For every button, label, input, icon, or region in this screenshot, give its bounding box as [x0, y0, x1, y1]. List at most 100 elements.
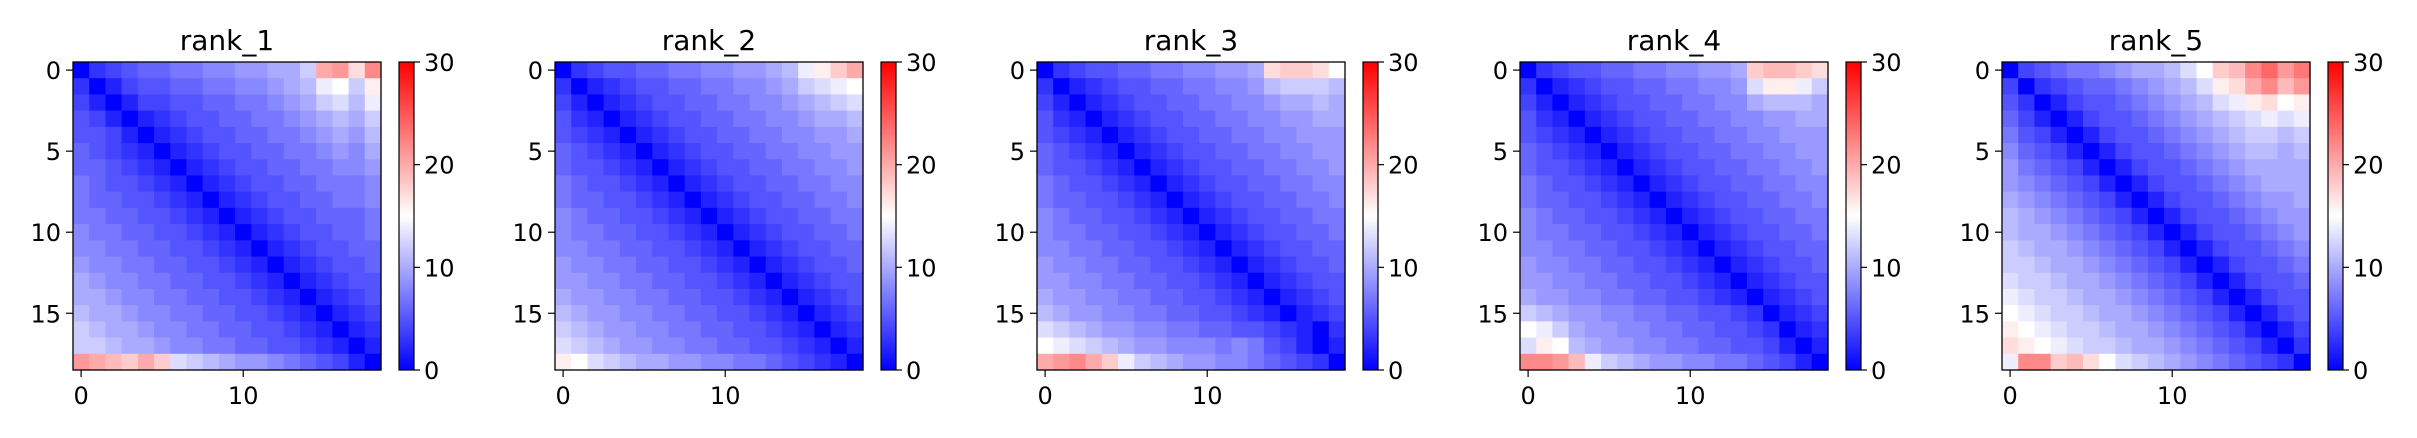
heatmap-cell — [121, 224, 139, 241]
heatmap-cell — [1714, 305, 1732, 322]
heatmap-cell — [283, 110, 301, 128]
heatmap-cell — [700, 256, 718, 274]
heatmap-cell — [2245, 224, 2262, 241]
heatmap-cell — [89, 78, 107, 96]
heatmap-cell — [1568, 207, 1586, 225]
heatmap-cell — [170, 159, 188, 177]
heatmap-cell — [267, 256, 285, 274]
heatmap-cell — [2099, 288, 2117, 306]
heatmap-cell — [1649, 256, 1667, 274]
heatmap-cell — [2228, 78, 2246, 96]
heatmap-cell — [2115, 126, 2133, 144]
heatmap-cell — [1247, 337, 1265, 355]
heatmap-cell — [603, 353, 621, 371]
heatmap-cell — [1698, 159, 1716, 177]
heatmap-cell — [1601, 288, 1618, 306]
heatmap-cell — [1536, 62, 1554, 79]
heatmap-cell — [765, 353, 783, 371]
heatmap-cell — [1085, 207, 1103, 225]
heatmap-cell — [555, 256, 572, 274]
heatmap-cell — [1118, 62, 1135, 79]
heatmap-cell — [668, 240, 686, 258]
heatmap-cell — [1312, 110, 1330, 128]
heatmap-cell — [170, 305, 188, 322]
heatmap-cell — [603, 272, 621, 290]
heatmap-cell — [332, 159, 350, 177]
heatmap-cell — [186, 321, 204, 339]
heatmap-cell — [137, 240, 155, 258]
heatmap-cell — [684, 78, 702, 96]
heatmap-cell — [2228, 256, 2246, 274]
heatmap-cell — [619, 337, 637, 355]
heatmap-cell — [186, 191, 204, 209]
heatmap-cell — [1037, 207, 1054, 225]
heatmap-cell — [218, 240, 236, 258]
heatmap-cell — [1328, 272, 1346, 290]
heatmap-cell — [2099, 110, 2117, 128]
heatmap-cell — [1682, 143, 1699, 160]
heatmap-cell — [1263, 78, 1281, 96]
heatmap-cell — [830, 159, 848, 177]
heatmap-cell — [846, 175, 864, 193]
heatmap-cell — [1069, 305, 1087, 322]
heatmap-cell — [1280, 353, 1297, 371]
heatmap-cell — [1763, 321, 1780, 339]
heatmap-cell — [2277, 240, 2295, 258]
heatmap-cell — [316, 78, 333, 96]
heatmap-cell — [798, 159, 815, 177]
heatmap-cell — [2212, 353, 2230, 371]
heatmap-cell — [299, 175, 317, 193]
y-tick-label: 10 — [512, 219, 543, 247]
heatmap-cell — [170, 110, 188, 128]
heatmap-cell — [749, 62, 767, 79]
heatmap-cell — [2050, 305, 2068, 322]
heatmap-cell — [1118, 305, 1135, 322]
heatmap-cell — [2277, 337, 2295, 355]
heatmap-cell — [186, 143, 204, 160]
heatmap-cell — [2034, 337, 2052, 355]
heatmap-cell — [1215, 207, 1233, 225]
heatmap-cell — [332, 272, 350, 290]
heatmap-cell — [1568, 272, 1586, 290]
heatmap-cell — [299, 191, 317, 209]
heatmap-cell — [1520, 337, 1537, 355]
heatmap-cell — [571, 305, 589, 322]
heatmap-cell — [1312, 126, 1330, 144]
heatmap-cell — [1296, 272, 1314, 290]
heatmap-cell — [1199, 321, 1216, 339]
heatmap-cell — [2066, 321, 2084, 339]
heatmap-cell — [154, 143, 171, 160]
heatmap-cell — [1280, 337, 1297, 355]
heatmap-cell — [235, 305, 252, 322]
heatmap-cell — [765, 143, 783, 160]
heatmap-cell — [1069, 126, 1087, 144]
heatmap-cell — [587, 191, 605, 209]
heatmap-cell — [1101, 175, 1119, 193]
heatmap-cell — [2050, 191, 2068, 209]
heatmap-cell — [765, 224, 783, 241]
heatmap-cell — [1520, 240, 1537, 258]
heatmap-cell — [700, 353, 718, 371]
heatmap-cell — [364, 159, 382, 177]
heatmap-cell — [1811, 305, 1829, 322]
heatmap-cell — [2196, 256, 2214, 274]
heatmap-cell — [1568, 78, 1586, 96]
heatmap-cell — [1730, 110, 1748, 128]
heatmap-cell — [121, 256, 139, 274]
heatmap-cell — [186, 207, 204, 225]
heatmap-cell — [1763, 78, 1780, 96]
heatmap-cell — [1247, 288, 1265, 306]
colorbar-tick-label: 10 — [1388, 254, 1419, 282]
heatmap-cell — [73, 305, 90, 322]
heatmap-cell — [1746, 353, 1764, 371]
heatmap-cell — [798, 240, 815, 258]
heatmap-cell — [1069, 256, 1087, 274]
heatmap-cell — [587, 321, 605, 339]
x-tick-label: 10 — [1192, 382, 1223, 410]
heatmap-cell — [1312, 256, 1330, 274]
heatmap-cell — [1617, 126, 1635, 144]
heatmap-cell — [1601, 337, 1618, 355]
heatmap-cell — [2002, 272, 2019, 290]
heatmap-cell — [137, 159, 155, 177]
